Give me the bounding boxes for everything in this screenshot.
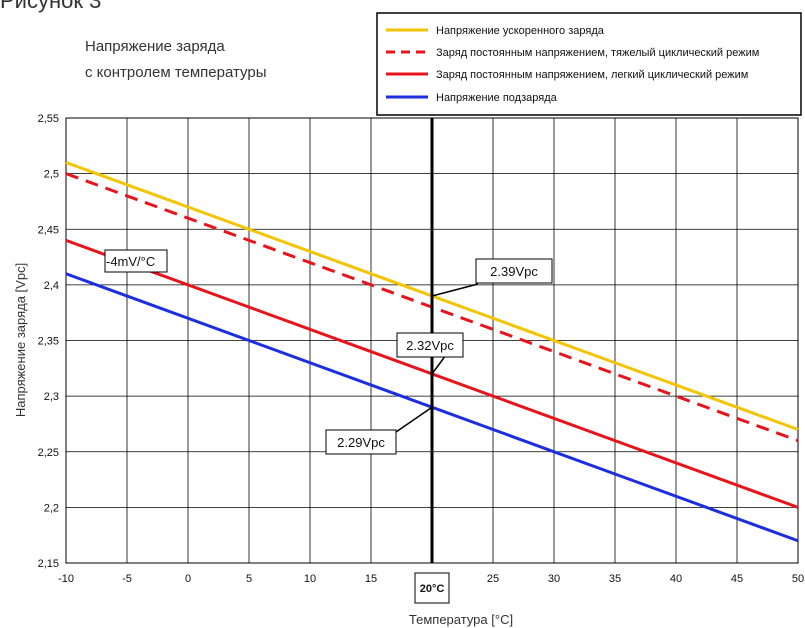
axis-ticks: -10 -5 0 5 10 15 25 30 35 40 45 50 2,15 2,2 2,25 2,3 2,3… <box>38 113 805 585</box>
legend-label: Заряд постоянным напряжением, тяжелый ци… <box>436 47 759 59</box>
x-tick-label: -10 <box>58 573 74 585</box>
y-tick-label: 2,3 <box>44 391 59 403</box>
y-axis-label: Напряжение заряда [Vpc] <box>13 263 28 417</box>
legend-label: Заряд постоянным напряжением, легкий цик… <box>436 69 748 81</box>
chart-subtitle-line1: Напряжение заряда <box>85 38 225 55</box>
legend-item-2: Заряд постоянным напряжением, легкий цик… <box>386 69 748 81</box>
slope-label-box <box>104 249 168 273</box>
x-tick-label: -5 <box>122 573 132 585</box>
legend-box <box>376 12 802 116</box>
x-tick-label: 45 <box>731 573 743 585</box>
callout-leader <box>395 406 433 433</box>
callout-box <box>396 332 464 358</box>
callout-box <box>325 429 397 455</box>
y-tick-label: 2,45 <box>38 224 59 236</box>
legend-label: Напряжение ускоренного заряда <box>436 25 605 37</box>
x-tick-label: 0 <box>185 573 191 585</box>
legend-item-3: Напряжение подзаряда <box>386 92 558 104</box>
legend-item-1: Заряд постоянным напряжением, тяжелый ци… <box>386 47 759 59</box>
x-tick-label: 35 <box>609 573 621 585</box>
x-tick-label: 50 <box>792 573 804 585</box>
x-tick-label: 30 <box>548 573 560 585</box>
figure-title: Рисунок 3 <box>0 0 102 13</box>
x-tick-label: 10 <box>304 573 316 585</box>
callout-2: 2.29Vpc <box>325 406 433 455</box>
y-tick-label: 2,15 <box>38 558 59 570</box>
x-tick-label: 25 <box>487 573 499 585</box>
x-tick-label: 5 <box>246 573 252 585</box>
x-tick-label: 40 <box>670 573 682 585</box>
callout-label: 2.39Vpc <box>490 264 538 279</box>
y-tick-label: 2,5 <box>44 169 59 181</box>
x-tick-label: 15 <box>365 573 377 585</box>
slope-label: -4mV/°C <box>104 249 168 273</box>
legend-item-0: Напряжение ускоренного заряда <box>386 25 605 37</box>
y-tick-label: 2,25 <box>38 447 59 459</box>
callout-leader <box>431 354 447 375</box>
callout-box <box>475 258 553 284</box>
reference-marker-box <box>414 572 450 604</box>
y-tick-label: 2,4 <box>44 280 59 292</box>
callout-1: 2.32Vpc <box>396 332 464 375</box>
reference-marker-label: 20°C <box>420 583 445 595</box>
chart-subtitle-line2: с контролем температуры <box>85 64 267 81</box>
y-tick-label: 2,2 <box>44 502 59 514</box>
y-tick-label: 2,55 <box>38 113 59 125</box>
callout-0: 2.39Vpc <box>431 258 553 297</box>
legend: Напряжение ускоренного заряда Заряд посто… <box>376 12 802 116</box>
callout-label: 2.29Vpc <box>337 435 385 450</box>
slope-label-text: -4mV/°C <box>106 254 155 269</box>
annotations: 20°C -4mV/°C 2.39Vpc 2.32Vpc 2.29Vpc <box>104 118 553 604</box>
legend-label: Напряжение подзаряда <box>436 92 558 104</box>
x-axis-label: Температура [°C] <box>409 612 513 627</box>
callout-leader <box>431 283 479 297</box>
y-tick-label: 2,35 <box>38 336 59 348</box>
callout-label: 2.32Vpc <box>406 338 454 353</box>
